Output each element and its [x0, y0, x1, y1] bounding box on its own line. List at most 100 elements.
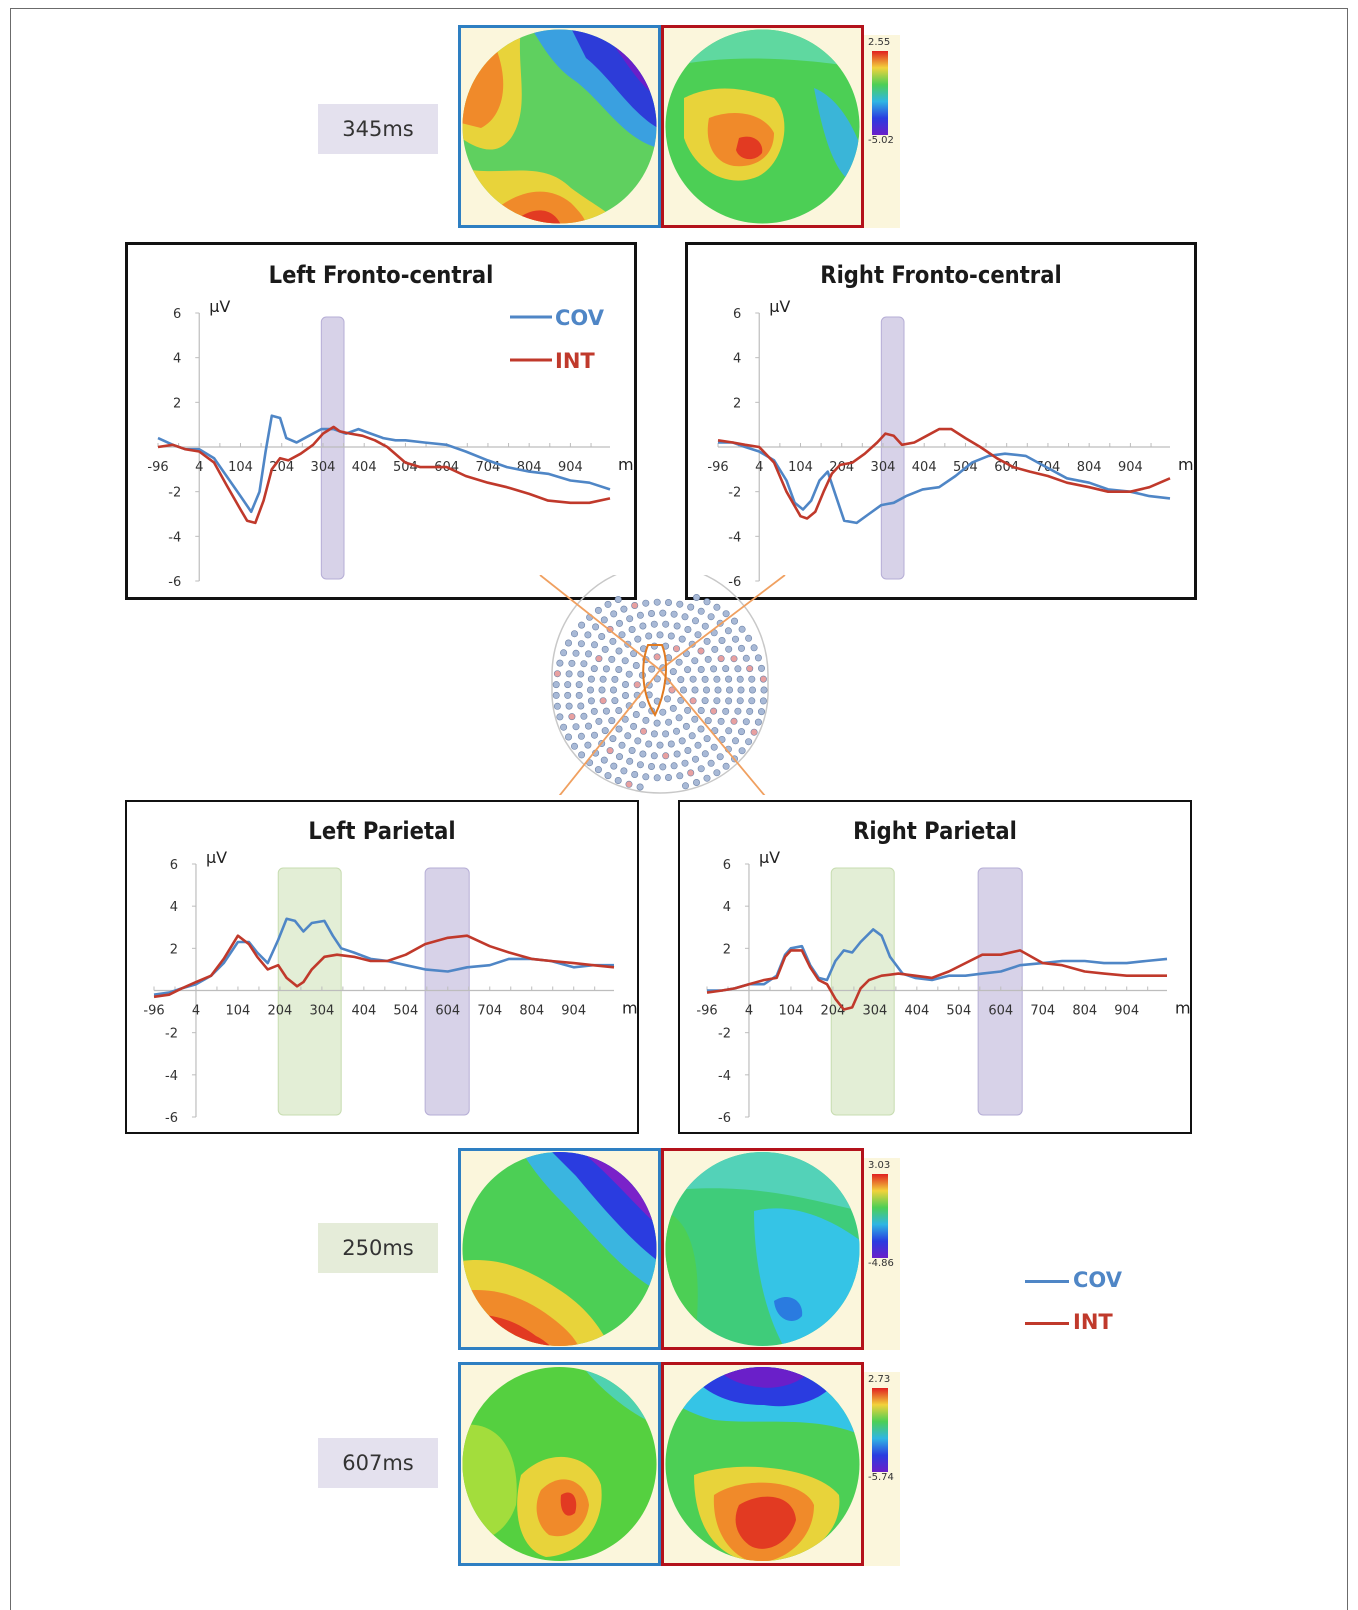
topomap-cov-250-graphic — [462, 1152, 657, 1346]
series-line-int — [717, 427, 1171, 520]
electrode — [677, 696, 685, 704]
electrode — [601, 645, 609, 653]
electrode — [724, 627, 732, 635]
x-axis-label: ms — [618, 455, 634, 474]
electrode — [703, 735, 711, 743]
electrode — [748, 697, 756, 705]
series-line-int — [706, 949, 1167, 1011]
x-tick-label: 704 — [477, 1004, 502, 1019]
electrode — [653, 675, 661, 683]
x-tick-label: 504 — [393, 1004, 418, 1019]
electrode — [675, 714, 683, 722]
electrode — [697, 725, 705, 733]
topomap-int-345-graphic — [665, 29, 860, 224]
electrode — [725, 675, 733, 683]
electrode — [598, 632, 606, 640]
electrode — [707, 759, 715, 767]
y-axis-label: µV — [206, 848, 227, 867]
electrode — [650, 752, 658, 760]
electrode — [615, 707, 623, 715]
electrode — [590, 731, 598, 739]
electrode — [590, 707, 598, 715]
electrode — [673, 622, 681, 630]
electrode — [604, 600, 612, 608]
electrode — [684, 747, 692, 755]
electrode — [697, 647, 705, 655]
electrode — [759, 675, 767, 683]
y-tick-label: 2 — [173, 396, 181, 411]
x-tick-label: 604 — [994, 460, 1019, 475]
colorbar-250: 3.03 -4.86 — [864, 1158, 900, 1350]
electrode — [736, 697, 744, 705]
x-tick-label: 404 — [912, 460, 937, 475]
electrode — [624, 732, 632, 740]
legend-label-int: INT — [555, 349, 595, 373]
erp-chart-left-fronto-central: 642-2-4-6-96 4 104 204 304 404 504 604 704 804 904… — [147, 297, 634, 590]
electrode — [602, 665, 610, 673]
electrode — [600, 756, 608, 764]
electrode — [746, 665, 754, 673]
y-tick-label: 6 — [723, 858, 731, 873]
highlight-window — [277, 867, 342, 1116]
electrode — [738, 644, 746, 652]
x-tick-label: 504 — [946, 1004, 971, 1019]
electrode — [730, 717, 738, 725]
electrode — [701, 750, 709, 758]
electrode — [656, 741, 664, 749]
y-tick-label: 2 — [733, 396, 741, 411]
electrode — [560, 649, 568, 657]
y-axis-label: µV — [769, 297, 790, 316]
electrode — [552, 691, 560, 699]
electrode — [749, 686, 757, 694]
electrode — [621, 657, 629, 665]
electrode — [746, 707, 754, 715]
electrode — [676, 772, 684, 780]
electrode — [570, 742, 578, 750]
electrode — [734, 665, 742, 673]
electrode — [693, 593, 701, 601]
electrode — [673, 727, 681, 735]
x-axis-label: ms — [1178, 455, 1194, 474]
colorbar-min-250: -4.86 — [868, 1258, 894, 1269]
y-tick-label: -2 — [718, 1027, 731, 1042]
legend-label-cov: COV — [555, 306, 605, 330]
electrode — [602, 707, 610, 715]
electrode — [565, 702, 573, 710]
electrode — [669, 668, 677, 676]
electrode — [714, 686, 722, 694]
electrode — [665, 718, 673, 726]
electrode — [584, 741, 592, 749]
electrode — [628, 747, 636, 755]
time-label-250: 250ms — [318, 1223, 438, 1273]
electrode — [645, 740, 653, 748]
electrode — [610, 686, 618, 694]
electrode — [564, 639, 572, 647]
y-tick-label: -4 — [718, 1069, 731, 1084]
electrode — [564, 691, 572, 699]
electrode — [731, 617, 739, 625]
electrode — [594, 766, 602, 774]
electrode — [734, 707, 742, 715]
electrode — [732, 635, 740, 643]
electrode — [738, 728, 746, 736]
electrode — [750, 728, 758, 736]
electrode — [713, 603, 721, 611]
electrode — [608, 717, 616, 725]
electrode — [722, 610, 730, 618]
y-tick-label: 6 — [733, 307, 741, 322]
x-tick-label: 704 — [1030, 1004, 1055, 1019]
topomap-cov-345-graphic — [462, 29, 657, 224]
electrode — [650, 642, 658, 650]
electrode — [638, 701, 646, 709]
electrode — [639, 750, 647, 758]
electrode — [650, 730, 658, 738]
x-tick-label: 204 — [820, 1004, 845, 1019]
colorbar-min-607: -5.74 — [868, 1472, 894, 1483]
x-tick-label: 404 — [352, 460, 377, 475]
electrode — [694, 741, 702, 749]
highlight-window — [977, 867, 1023, 1116]
electrode — [710, 707, 718, 715]
electrode — [642, 716, 650, 724]
electrode — [653, 774, 661, 782]
electrode — [684, 625, 692, 633]
